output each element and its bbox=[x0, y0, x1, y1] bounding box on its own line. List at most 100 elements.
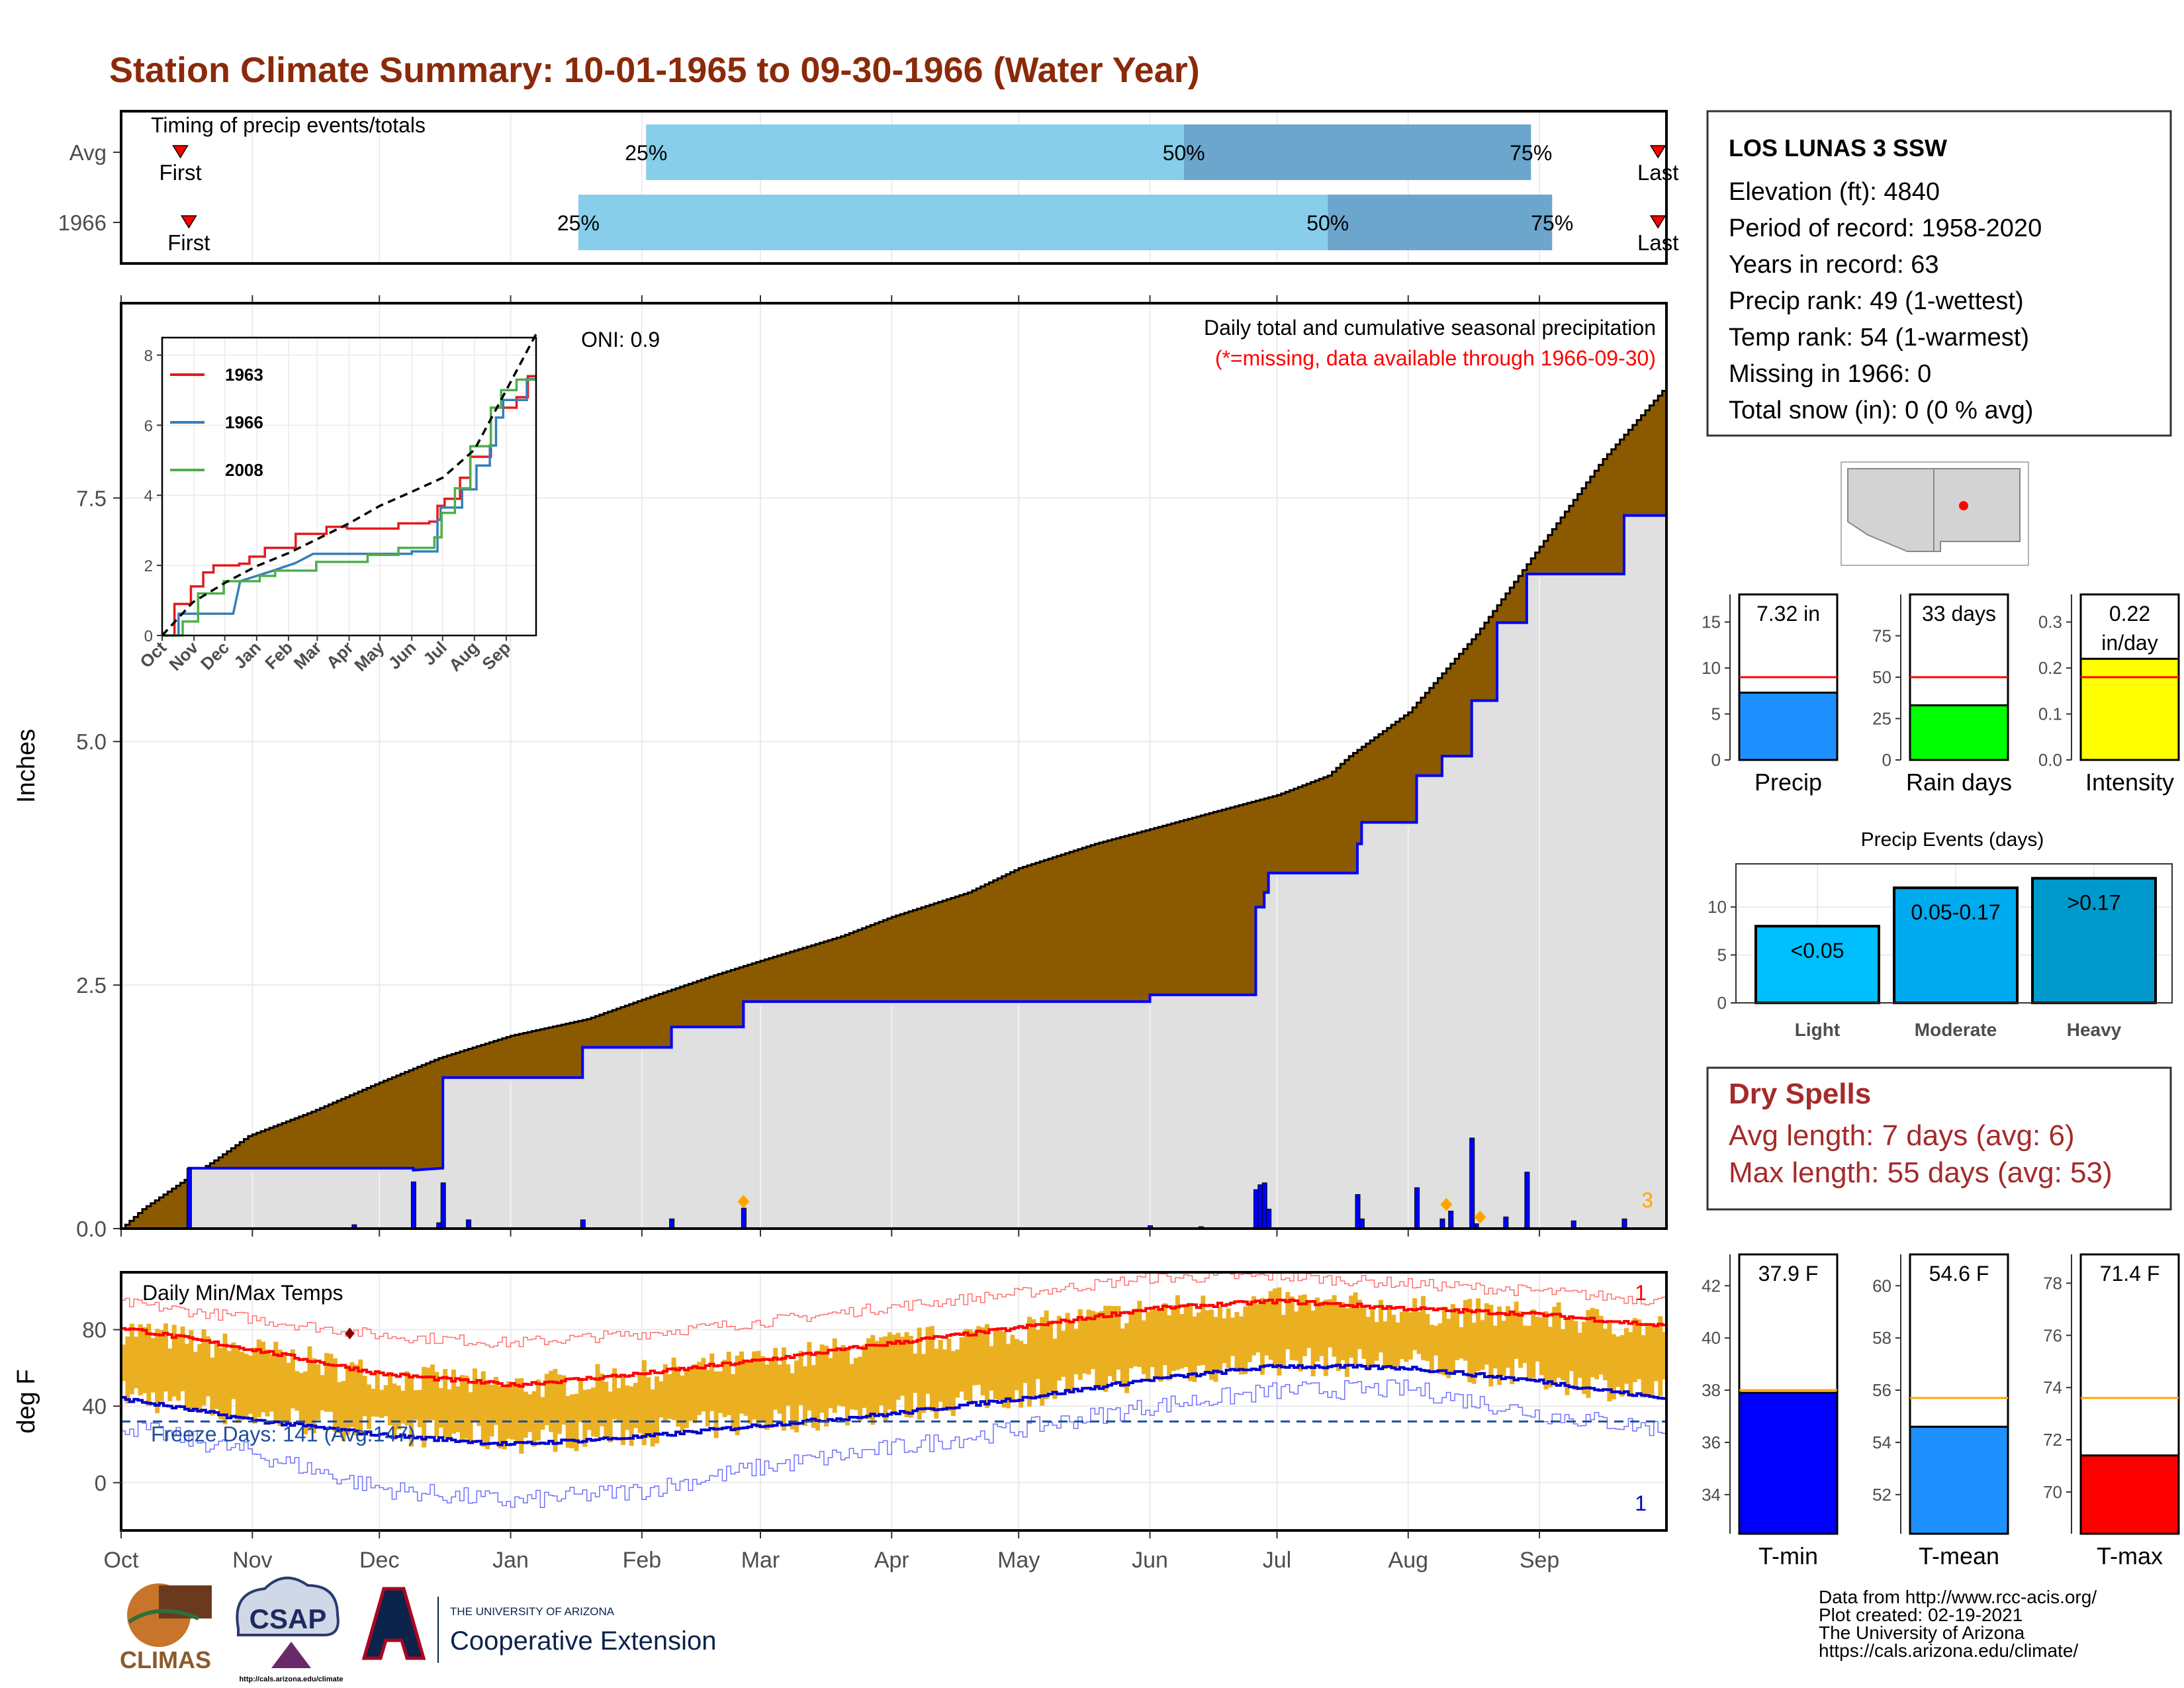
precip-chart-subtitle: (*=missing, data available through 1966-… bbox=[1215, 346, 1656, 370]
daily-temp-bar bbox=[1150, 1309, 1155, 1368]
precip-y-tick-label: 7.5 bbox=[76, 486, 107, 510]
daily-temp-bar bbox=[811, 1365, 816, 1429]
daily-temp-bar bbox=[265, 1349, 270, 1417]
last-label: Last bbox=[1637, 230, 1678, 255]
temp-summary-y-tick-label: 34 bbox=[1702, 1485, 1721, 1505]
summary-y-tick-label: 0.2 bbox=[2038, 658, 2062, 678]
daily-temp-bar bbox=[1501, 1321, 1506, 1376]
month-tick-label: Nov bbox=[232, 1548, 272, 1573]
daily-temp-bar bbox=[549, 1370, 554, 1432]
daily-temp-bar bbox=[591, 1387, 596, 1437]
daily-temp-bar bbox=[1476, 1298, 1481, 1372]
events-bar-label: 0.05-0.17 bbox=[1911, 900, 2000, 924]
daily-temp-bar bbox=[756, 1350, 761, 1429]
daily-temp-bar bbox=[1154, 1309, 1159, 1378]
daily-temp-bar bbox=[1116, 1305, 1121, 1370]
inset-y-tick-label: 6 bbox=[144, 417, 153, 435]
daily-temp-bar bbox=[1590, 1307, 1595, 1378]
footer-line: The University of Arizona bbox=[1819, 1622, 2025, 1643]
daily-temp-bar bbox=[1264, 1299, 1269, 1356]
daily-temp-bar bbox=[1556, 1302, 1561, 1378]
daily-temp-bar bbox=[938, 1340, 943, 1402]
daily-temp-bar bbox=[1361, 1305, 1367, 1359]
daily-temp-bar bbox=[1471, 1323, 1477, 1384]
daily-temp-bar bbox=[659, 1381, 664, 1418]
temp-y-tick-label: 0 bbox=[95, 1471, 107, 1495]
daily-temp-bar bbox=[1514, 1301, 1519, 1359]
csap-logo-text: CSAP bbox=[250, 1603, 327, 1634]
ua-small-text: THE UNIVERSITY OF ARIZONA bbox=[450, 1605, 615, 1618]
daily-temp-bar bbox=[1238, 1316, 1244, 1375]
daily-temp-bar bbox=[510, 1384, 516, 1440]
temp-summary-value-label: 37.9 F bbox=[1758, 1262, 1819, 1286]
daily-precip-bar bbox=[1414, 1187, 1420, 1229]
inset-series-avg bbox=[161, 333, 537, 637]
daily-temp-bar bbox=[1437, 1323, 1443, 1375]
precip-y-axis-label: Inches bbox=[13, 729, 40, 803]
inset-series-1963 bbox=[162, 375, 536, 637]
daily-temp-bar bbox=[1183, 1305, 1189, 1368]
daily-temp-bar bbox=[760, 1356, 765, 1423]
daily-temp-bar bbox=[743, 1359, 749, 1416]
daily-temp-bar bbox=[599, 1373, 604, 1427]
daily-temp-bar bbox=[324, 1352, 330, 1412]
daily-temp-bar bbox=[171, 1325, 177, 1397]
daily-temp-bar bbox=[320, 1375, 325, 1411]
daily-temp-bar bbox=[1167, 1315, 1172, 1381]
summary-value-label: 33 days bbox=[1922, 602, 1996, 626]
daily-temp-bar bbox=[709, 1353, 715, 1411]
daily-temp-bar bbox=[1077, 1309, 1083, 1380]
daily-precip-bar bbox=[440, 1182, 446, 1229]
daily-temp-bar bbox=[1518, 1311, 1524, 1368]
timing-p75-label: 75% bbox=[1510, 141, 1552, 165]
inset-legend-label: 1966 bbox=[225, 412, 263, 432]
temp-summary-y-tick-label: 52 bbox=[1872, 1485, 1891, 1505]
daily-temp-bar bbox=[519, 1378, 524, 1454]
temp-summary-y-tick-label: 36 bbox=[1702, 1432, 1721, 1452]
daily-temp-bar bbox=[197, 1344, 203, 1413]
daily-temp-bar bbox=[1522, 1325, 1527, 1364]
daily-temp-bar bbox=[1565, 1318, 1570, 1395]
daily-temp-bar bbox=[1603, 1329, 1608, 1381]
daily-temp-bar bbox=[240, 1352, 245, 1421]
events-category-label: Moderate bbox=[1915, 1019, 1997, 1040]
summary-y-tick-label: 75 bbox=[1872, 626, 1891, 646]
daily-temp-bar bbox=[1319, 1301, 1324, 1356]
inset-series-2008 bbox=[162, 378, 536, 637]
daily-temp-bar bbox=[1044, 1310, 1049, 1399]
daily-temp-bar bbox=[616, 1387, 621, 1421]
events-chart-title: Precip Events (days) bbox=[1861, 829, 2044, 851]
daily-temp-bar bbox=[480, 1371, 486, 1447]
daily-temp-bar bbox=[1378, 1299, 1383, 1353]
daily-temp-bar bbox=[1086, 1309, 1091, 1375]
temp-summary-bar bbox=[1738, 1391, 1839, 1535]
daily-temp-bar bbox=[1073, 1329, 1079, 1374]
daily-temp-bar bbox=[802, 1366, 807, 1426]
temp-y-axis-label: deg F bbox=[13, 1369, 40, 1433]
daily-temp-bar bbox=[129, 1323, 134, 1395]
timing-label: Timing of precip events/totals bbox=[151, 113, 426, 137]
timing-bar-25-50 bbox=[578, 195, 1328, 250]
year-cumulative-line bbox=[121, 514, 1666, 1230]
daily-temp-bar bbox=[1259, 1297, 1265, 1375]
daily-temp-bar bbox=[1561, 1329, 1566, 1381]
daily-temp-bar bbox=[1433, 1325, 1439, 1356]
footer-line: Data from http://www.rcc-acis.org/ bbox=[1819, 1587, 2097, 1607]
precip-panel-border bbox=[120, 302, 1668, 1230]
daily-temp-bar bbox=[290, 1349, 295, 1409]
inset-legend-label: 1963 bbox=[225, 365, 263, 385]
precip-y-tick-label: 0.0 bbox=[76, 1217, 107, 1241]
daily-temp-bar bbox=[972, 1331, 977, 1385]
daily-temp-bar bbox=[544, 1374, 549, 1425]
daily-temp-bar bbox=[438, 1387, 443, 1428]
daily-temp-bar bbox=[332, 1358, 338, 1432]
daily-temp-bar bbox=[1162, 1303, 1167, 1366]
last-label: Last bbox=[1637, 160, 1678, 185]
daily-temp-bar bbox=[1526, 1325, 1531, 1380]
daily-precip-bar bbox=[1524, 1172, 1530, 1229]
daily-temp-bar bbox=[1353, 1292, 1358, 1369]
daily-temp-bar bbox=[1450, 1303, 1455, 1374]
daily-temp-bar bbox=[866, 1338, 871, 1420]
daily-temp-bar bbox=[713, 1371, 719, 1438]
daily-temp-bar bbox=[1543, 1311, 1549, 1390]
